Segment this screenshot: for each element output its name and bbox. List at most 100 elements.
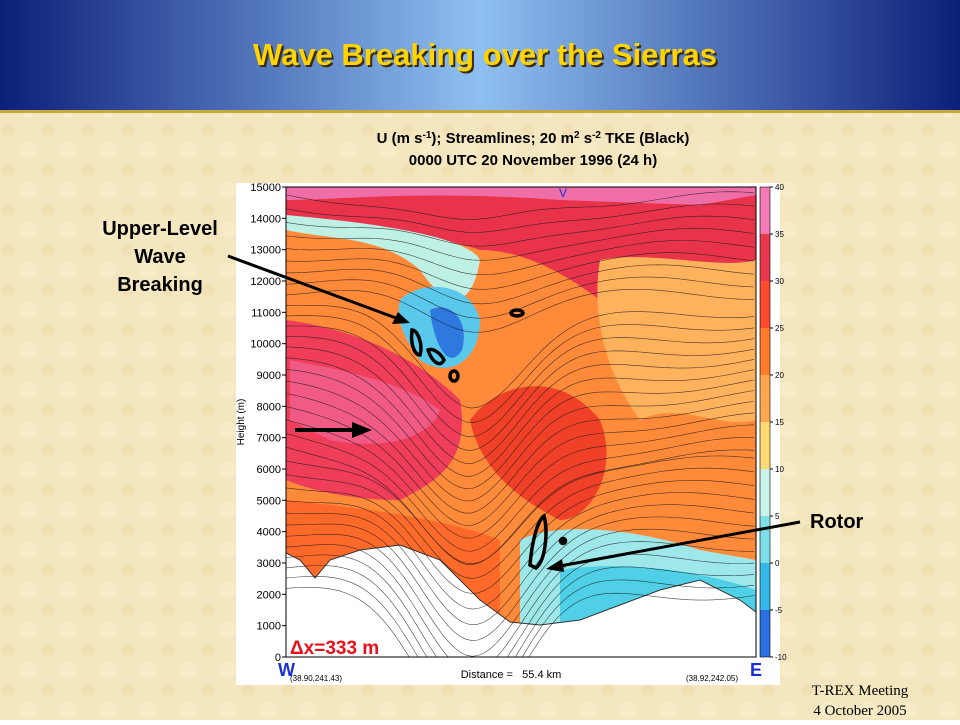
- y-tick-label: 15000: [250, 182, 281, 194]
- streamline: [286, 336, 755, 451]
- streamline: [286, 516, 755, 641]
- colorbar-tick-label: -10: [775, 653, 787, 662]
- streamline: [286, 433, 754, 552]
- title-segment: -1: [423, 130, 432, 141]
- slide-title: Wave Breaking over the Sierras: [253, 37, 717, 72]
- y-tick-label: 1000: [257, 621, 281, 633]
- left-coordinate: (38.90,241.43): [290, 674, 342, 683]
- y-tick-label: 5000: [257, 495, 281, 507]
- top-marker: V: [559, 186, 567, 200]
- y-tick-label: 8000: [257, 401, 281, 413]
- streamline: [286, 357, 755, 477]
- y-tick-label: 0: [275, 652, 281, 664]
- west-label: W: [278, 660, 295, 680]
- right-coordinate: (38.92,242.05): [686, 674, 738, 683]
- arrowhead: [392, 312, 410, 324]
- y-tick-label: 2000: [257, 589, 281, 601]
- title-segment: ); Streamlines; 20 m: [431, 130, 574, 147]
- title-segment: s: [580, 130, 593, 147]
- colorbar-tick-label: 25: [775, 324, 784, 333]
- streamline: [286, 191, 755, 220]
- title-segment: 2: [574, 130, 580, 141]
- annotation-line: Breaking: [117, 274, 203, 296]
- figure-subtitle: 0000 UTC 20 November 1996 (24 h): [409, 152, 657, 169]
- streamline: [286, 215, 755, 247]
- streamline: [286, 587, 755, 657]
- x-axis-label: Distance = 55.4 km: [461, 669, 562, 681]
- colorbar-tick-label: 0: [775, 559, 780, 568]
- streamline: [286, 492, 755, 610]
- colorbar-band: [760, 234, 770, 281]
- colorbar-band: [760, 563, 770, 610]
- colorbar-band: [760, 610, 770, 657]
- colorbar-tick-label: 30: [775, 277, 784, 286]
- streamline: [286, 393, 755, 514]
- title-segment: TKE (Black): [601, 130, 689, 147]
- field: [286, 187, 756, 657]
- y-tick-label: 11000: [251, 307, 281, 319]
- y-tick-label: 12000: [250, 276, 281, 288]
- colorbar-band: [760, 469, 770, 516]
- colorbar-band: [760, 375, 770, 422]
- streamline: [286, 528, 755, 657]
- y-tick-label: 9000: [257, 370, 281, 382]
- arrow: [559, 520, 801, 568]
- streamline: [286, 252, 755, 290]
- streamline: [286, 565, 755, 657]
- colorbar-tick-label: 15: [775, 418, 784, 427]
- colorbar-band: [760, 281, 770, 328]
- colorbar-tick-label: 10: [775, 465, 784, 474]
- header-bar: [0, 0, 960, 110]
- streamline: [286, 406, 755, 526]
- y-tick-label: 6000: [257, 464, 281, 476]
- streamline: [286, 315, 755, 424]
- colorbar: 40 35 30 25 20 15 10 5 0 -5 -10: [759, 183, 787, 662]
- title-shadow: Wave Breaking over the Sierras: [255, 39, 719, 74]
- y-tick-label: 4000: [257, 527, 281, 539]
- colorbar-tick-label: 20: [775, 371, 784, 380]
- colorbar-tick-label: 35: [775, 230, 784, 239]
- y-tick-label: 10000: [250, 339, 281, 351]
- colorbar-tick-label: 40: [775, 183, 784, 192]
- footer-line: 4 October 2005: [813, 703, 906, 719]
- streamline: [286, 368, 755, 490]
- title-segment: -2: [592, 130, 601, 141]
- rotor-label: Rotor: [810, 511, 864, 533]
- y-tick-label: 14000: [250, 213, 281, 225]
- y-axis-label: Height (m): [236, 399, 247, 446]
- streamline: [286, 264, 755, 305]
- streamline: [286, 480, 755, 594]
- y-tick-label: 7000: [257, 433, 281, 445]
- arrowhead: [546, 559, 564, 572]
- streamline: [286, 240, 755, 275]
- plot-frame: [285, 186, 757, 658]
- east-label: E: [750, 660, 762, 680]
- colorbar-band: [760, 328, 770, 375]
- colorbar-band: [760, 422, 770, 469]
- annotation-line: Wave: [134, 246, 186, 268]
- resolution-label: Δx=333 m: [290, 638, 379, 659]
- title-segment: U (m s: [377, 130, 423, 147]
- streamline: [286, 380, 755, 502]
- arrowhead: [352, 422, 372, 438]
- streamline: [286, 289, 754, 333]
- colorbar-tick-label: -5: [775, 606, 783, 615]
- arrow: [227, 254, 397, 320]
- colorbar-tick-label: 5: [775, 512, 780, 521]
- streamline: [286, 228, 755, 261]
- y-tick-label: 3000: [257, 558, 281, 570]
- streamline: [286, 325, 755, 438]
- annotation-line: Upper-Level: [102, 218, 218, 240]
- header-rule: [0, 110, 960, 113]
- footer-line: T-REX Meeting: [812, 683, 909, 699]
- colorbar-band: [760, 516, 770, 563]
- streamline: [286, 455, 755, 565]
- streamline: [286, 446, 755, 566]
- colorbar-band: [760, 187, 770, 234]
- streamline: [286, 467, 755, 579]
- y-tick-label: 13000: [250, 245, 281, 257]
- streamline: [286, 346, 755, 464]
- streamline: [286, 305, 755, 409]
